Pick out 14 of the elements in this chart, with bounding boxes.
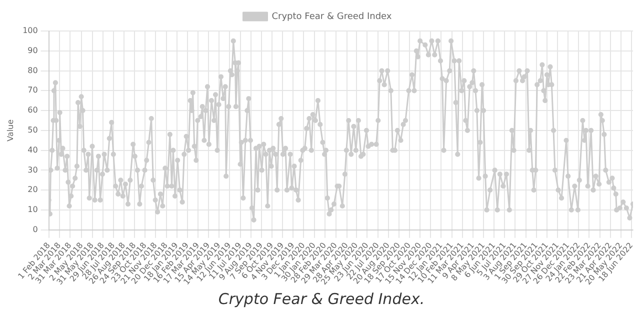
text: Crypto Fear & Greed Index. — [217, 290, 426, 308]
y-tick-label: 90 — [28, 46, 38, 55]
y-tick-label: 40 — [28, 145, 38, 154]
y-tick-label: 50 — [28, 126, 38, 135]
y-tick-label: 30 — [28, 165, 38, 174]
y-tick-label: 100 — [22, 26, 38, 36]
y-tick-label: 70 — [28, 86, 38, 95]
y-tick-label: 10 — [28, 205, 38, 214]
y-tick-label: 20 — [28, 185, 38, 194]
legend-label: Crypto Fear & Greed Index — [272, 12, 392, 22]
y-axis-title: Value — [6, 119, 15, 142]
y-tick-label: 0 — [32, 224, 38, 234]
y-tick-label: 60 — [28, 106, 38, 115]
y-tick-label: 80 — [28, 66, 38, 75]
